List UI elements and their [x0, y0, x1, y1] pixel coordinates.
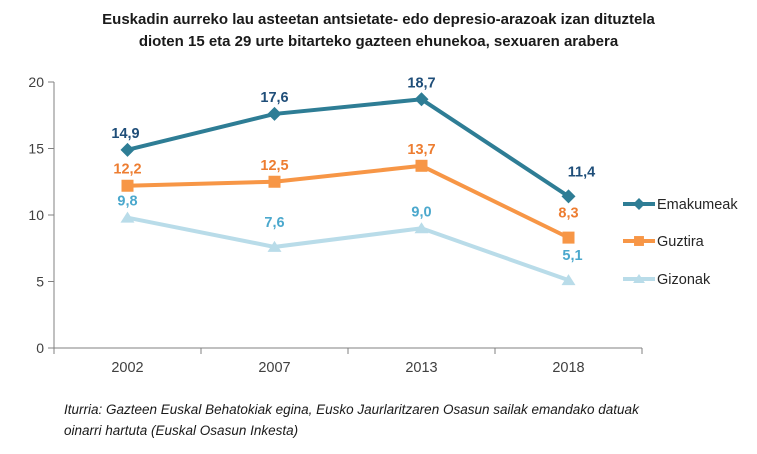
data-label-emakumeak: 14,9 — [111, 126, 139, 142]
data-point-marker-emakumeak — [120, 142, 135, 157]
y-axis-tick-label: 20 — [28, 74, 44, 90]
chart-title-line-2: dioten 15 eta 29 urte bitarteko gazteen … — [138, 33, 619, 50]
chart-title: Euskadin aurreko lau asteetan antsietate… — [0, 9, 757, 53]
data-point-marker-emakumeak — [561, 189, 576, 204]
data-label-gizonak: 9,0 — [411, 204, 431, 220]
y-axis-tick-label: 0 — [36, 340, 44, 356]
legend-label-guztira: Guztira — [657, 234, 705, 250]
data-label-guztira: 12,2 — [113, 162, 141, 178]
data-point-marker-guztira — [415, 159, 428, 172]
data-point-marker-gizonak — [561, 274, 576, 286]
source-note-line-2: oinarri hartuta (Euskal Osasun Inkesta) — [64, 423, 299, 438]
legend-marker-emakumeak — [633, 198, 645, 210]
x-axis-tick-label: 2018 — [552, 360, 584, 376]
data-label-gizonak: 5,1 — [562, 248, 582, 264]
source-note: Iturria: Gazteen Euskal Behatokiak egina… — [64, 399, 754, 441]
legend-marker-guztira — [634, 236, 644, 246]
data-point-marker-guztira — [268, 175, 281, 188]
series-line-gizonak — [127, 215, 570, 283]
data-label-guztira: 12,5 — [260, 158, 288, 174]
chart-title-line-1: Euskadin aurreko lau asteetan antsietate… — [102, 11, 655, 28]
legend-marker-gizonak — [633, 274, 645, 283]
data-point-marker-gizonak — [267, 240, 282, 252]
x-axis-tick-label: 2013 — [405, 360, 437, 376]
x-axis-tick-label: 2002 — [111, 360, 143, 376]
y-axis-tick-label: 10 — [28, 207, 44, 223]
series-line-emakumeak — [127, 97, 570, 199]
data-point-marker-gizonak — [120, 211, 135, 223]
data-label-gizonak: 7,6 — [264, 215, 284, 231]
x-axis-tick-label: 2007 — [258, 360, 290, 376]
data-label-emakumeak: 11,4 — [568, 164, 595, 180]
y-axis-tick-label: 5 — [36, 274, 44, 290]
legend-label-gizonak: Gizonak — [657, 272, 711, 288]
data-point-marker-gizonak — [414, 222, 429, 234]
data-point-marker-guztira — [121, 179, 134, 192]
line-chart: 0 5 10 15 20 2002 2007 2013 2018 14,9 17,6 18,7 11,4… — [28, 74, 738, 376]
y-axis-tick-label: 15 — [28, 141, 44, 157]
data-point-marker-emakumeak — [267, 106, 282, 121]
legend-label-emakumeak: Emakumeak — [657, 197, 738, 213]
data-point-marker-guztira — [562, 231, 575, 244]
data-label-guztira: 13,7 — [407, 142, 435, 158]
data-label-emakumeak: 17,6 — [260, 90, 288, 106]
source-note-line-1: Iturria: Gazteen Euskal Behatokiak egina… — [64, 402, 639, 417]
data-label-guztira: 8,3 — [558, 206, 578, 222]
data-label-emakumeak: 18,7 — [407, 75, 435, 91]
series-line-guztira — [127, 163, 570, 240]
data-label-gizonak: 9,8 — [117, 194, 137, 210]
data-point-marker-emakumeak — [414, 92, 429, 107]
